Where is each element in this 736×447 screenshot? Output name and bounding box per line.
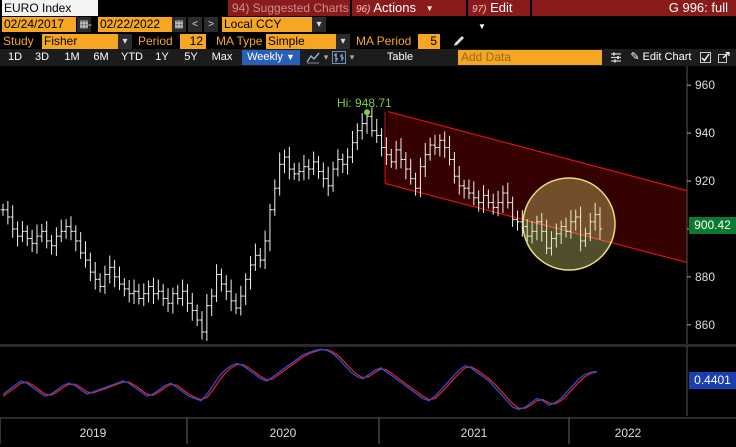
date-separator: - <box>88 17 92 31</box>
edit-chart-button[interactable]: Edit Chart <box>642 51 692 63</box>
export-icon[interactable] <box>718 52 730 63</box>
chart-toolbar: 1D 3D 1M 6M YTD 1Y 5Y Max Weekly ▼ ▾ ▾ T… <box>0 49 736 66</box>
function-code: G 996: full <box>668 0 728 15</box>
highlight-circle-shape <box>522 177 616 271</box>
range-button-ytd[interactable]: YTD <box>121 51 143 63</box>
range-button-3d[interactable]: 3D <box>34 51 50 63</box>
ma-type-select[interactable]: Simple <box>266 34 336 49</box>
chevron-right-icon[interactable]: > <box>204 17 218 32</box>
currency-select[interactable]: Local CCY <box>222 17 312 32</box>
time-axis-bg <box>0 418 736 447</box>
time-tick-label: 2020 <box>270 426 297 440</box>
table-button[interactable]: Table <box>386 51 414 63</box>
price-axis: 860880900920940960 <box>686 66 715 344</box>
security-title[interactable]: EURO Index <box>2 0 98 16</box>
high-marker <box>364 109 371 116</box>
calendar-icon[interactable]: ▦ <box>172 17 186 32</box>
range-button-6m[interactable]: 6M <box>93 51 109 63</box>
checkbox-icon[interactable] <box>700 52 711 63</box>
study-label: Study <box>3 34 34 48</box>
oscillator-value-label: 0.4401 <box>689 372 736 389</box>
settings-icon[interactable] <box>610 52 622 63</box>
price-bars <box>0 107 603 341</box>
edit-menu-label: Edit <box>490 0 513 15</box>
chevron-down-icon[interactable]: ▾ <box>323 52 329 62</box>
time-tick-label: 2022 <box>615 426 642 440</box>
chevron-down-icon: ▼ <box>425 4 434 13</box>
title-bar: EURO Index 94) Suggested Charts 96) Acti… <box>0 0 736 31</box>
study-select[interactable]: Fisher <box>42 34 118 49</box>
range-button-5y[interactable]: 5Y <box>184 51 198 63</box>
edit-menu[interactable]: 97) Edit ▼ <box>468 0 530 31</box>
add-data-input[interactable]: Add Data <box>458 50 602 65</box>
actions-menu-number: 96) <box>356 4 371 15</box>
chevron-down-icon: ▼ <box>478 22 486 31</box>
chevron-down-icon[interactable]: ▾ <box>118 34 132 49</box>
channel-lower-line <box>384 182 688 264</box>
title-bar-fill <box>532 0 736 16</box>
y-tick-label: 920 <box>695 174 715 188</box>
ma-period-label: MA Period <box>356 34 412 48</box>
highlight-circle <box>522 177 616 271</box>
range-button-1m[interactable]: 1M <box>64 51 80 63</box>
bar-chart-icon[interactable] <box>332 51 346 64</box>
frequency-select[interactable]: Weekly ▼ <box>242 50 300 65</box>
actions-menu-label: Actions <box>373 0 416 15</box>
edit-menu-number: 97) <box>472 4 487 15</box>
chevron-down-icon[interactable]: ▾ <box>349 52 355 62</box>
date-range-bar: 02/24/2017 ▦ - 02/22/2022 ▦ < > Local CC… <box>0 16 736 33</box>
fisher-oscillator <box>0 344 736 416</box>
high-label: Hi: 948.71 <box>337 96 392 110</box>
panel-divider <box>0 344 736 347</box>
chevron-down-icon: ▼ <box>286 52 295 62</box>
regression-channel <box>384 110 688 264</box>
y-tick-label: 940 <box>695 126 715 140</box>
calendar-icon[interactable]: ▦ <box>77 17 91 32</box>
suggested-charts-menu[interactable]: 94) Suggested Charts <box>228 0 350 16</box>
ma-period-input[interactable]: 5 <box>418 34 440 49</box>
actions-menu[interactable]: 96) Actions ▼ <box>352 0 466 16</box>
price-chart[interactable]: Hi: 948.71 860880900920940960 2019202020… <box>0 66 736 447</box>
range-button-max[interactable]: Max <box>211 51 233 63</box>
pencil-icon[interactable] <box>452 34 466 48</box>
high-annotation: Hi: 948.71 <box>337 96 392 116</box>
fisher-line <box>2 348 598 411</box>
y-tick-label: 960 <box>695 78 715 92</box>
range-button-1y[interactable]: 1Y <box>155 51 169 63</box>
time-tick-label: 2019 <box>80 426 107 440</box>
ma-type-label: MA Type <box>216 34 263 48</box>
line-chart-icon[interactable] <box>306 51 320 64</box>
trigger-line <box>2 349 598 409</box>
range-button-1d[interactable]: 1D <box>7 51 23 63</box>
end-date-field[interactable]: 02/22/2022 <box>98 17 172 32</box>
channel-fill <box>385 111 687 263</box>
time-tick-label: 2021 <box>461 426 488 440</box>
time-axis: 2019 2020 2021 2022 <box>0 417 736 447</box>
last-price-label: 900.42 <box>689 217 736 234</box>
period-label: Period <box>138 34 173 48</box>
chevron-down-icon[interactable]: ▾ <box>336 34 350 49</box>
pencil-icon[interactable]: ✎ <box>630 51 640 63</box>
chevron-down-icon[interactable]: ▾ <box>312 17 326 32</box>
y-tick-label: 880 <box>695 270 715 284</box>
study-bar: Study Fisher ▾ Period 12 MA Type Simple … <box>0 33 736 49</box>
channel-upper-line <box>387 110 688 192</box>
period-input[interactable]: 12 <box>180 34 206 49</box>
y-tick-label: 860 <box>695 318 715 332</box>
frequency-label: Weekly <box>247 51 283 63</box>
chevron-left-icon[interactable]: < <box>188 17 202 32</box>
start-date-field[interactable]: 02/24/2017 <box>2 17 76 32</box>
